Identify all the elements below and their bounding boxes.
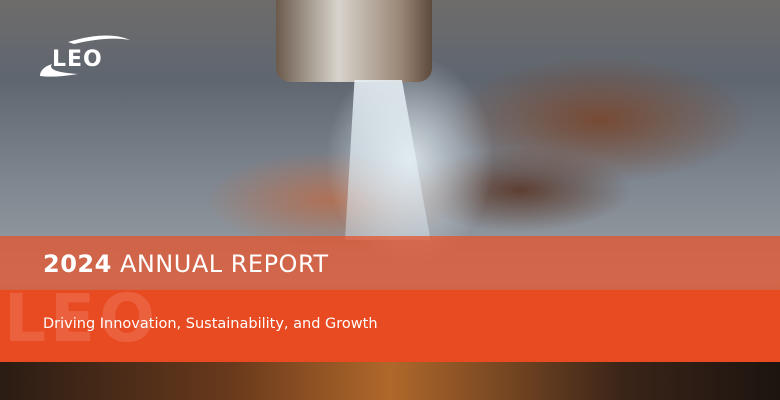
title-band (0, 236, 780, 290)
title-year: 2024 (43, 250, 112, 278)
page-title: 2024 ANNUAL REPORT (43, 250, 329, 278)
svg-text:LEO: LEO (52, 47, 103, 72)
subtitle-band: LEO (0, 290, 780, 362)
leo-watermark: LEO (4, 290, 160, 357)
page-subtitle: Driving Innovation, Sustainability, and … (43, 316, 378, 332)
leo-logo: LEO (40, 35, 130, 77)
title-text: ANNUAL REPORT (119, 250, 329, 278)
faucet-image (276, 0, 432, 82)
bottom-photo-strip (0, 362, 780, 400)
